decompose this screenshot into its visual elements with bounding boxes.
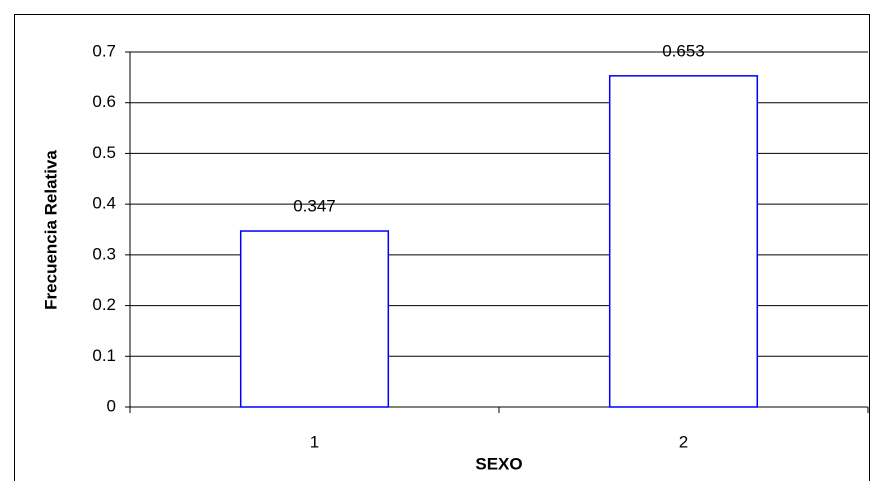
y-tick-label: 0.7 xyxy=(92,41,116,60)
y-tick-label: 0.3 xyxy=(92,244,116,263)
bar xyxy=(239,230,390,408)
bar xyxy=(608,75,759,408)
value-label: 0.347 xyxy=(293,197,336,216)
y-tick-label: 0.5 xyxy=(92,143,116,162)
chart-frame xyxy=(14,14,870,481)
x-tick-label: 2 xyxy=(679,432,688,451)
y-tick-label: 0.1 xyxy=(92,346,116,365)
y-tick-label: 0.4 xyxy=(92,194,116,213)
y-tick-label: 0.2 xyxy=(92,295,116,314)
value-label: 0.653 xyxy=(662,41,705,60)
x-tick-label: 1 xyxy=(310,432,319,451)
y-axis-label: Frecuencia Relativa xyxy=(41,150,60,310)
y-tick-label: 0.6 xyxy=(92,92,116,111)
x-axis-label: SEXO xyxy=(475,454,522,473)
y-tick-label: 0 xyxy=(107,396,116,415)
